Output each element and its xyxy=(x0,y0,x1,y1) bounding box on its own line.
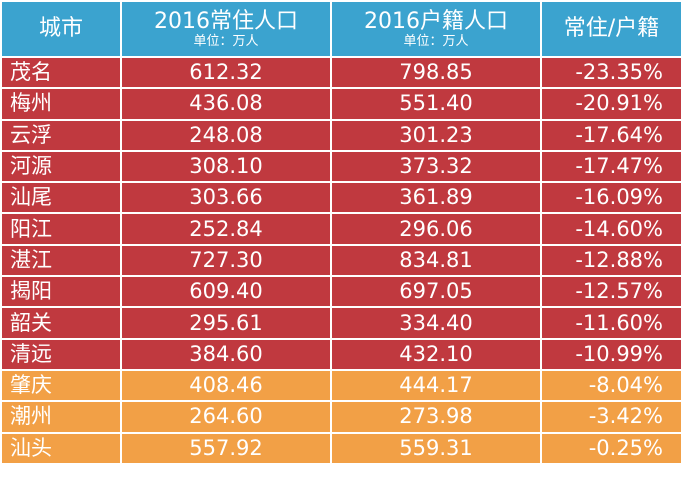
cell: 408.46 xyxy=(120,368,332,403)
header-title: 城市 xyxy=(38,16,83,41)
cell: -23.35% xyxy=(540,55,681,90)
header-row: 城市 2016常住人口 单位：万人 2016户籍人口 单位：万人 常住/户籍 xyxy=(0,0,681,58)
cell: 264.60 xyxy=(120,400,332,434)
cell: 727.30 xyxy=(120,243,332,278)
cell: 阳江 xyxy=(0,212,122,246)
cell: -12.88% xyxy=(540,243,681,278)
cell: 436.08 xyxy=(120,87,332,121)
table-row: 茂名 612.32 798.85 -23.35% xyxy=(0,55,681,90)
cell: 301.23 xyxy=(330,118,542,152)
cell: 373.32 xyxy=(330,149,542,184)
cell: 334.40 xyxy=(330,306,542,340)
header-title: 常住/户籍 xyxy=(563,16,660,41)
cell: 303.66 xyxy=(120,181,332,215)
cell: -14.60% xyxy=(540,212,681,246)
header-cell: 2016常住人口 单位：万人 xyxy=(120,0,332,58)
cell: -8.04% xyxy=(540,368,681,403)
cell: -17.47% xyxy=(540,149,681,184)
cell: 清远 xyxy=(0,337,122,371)
cell: -17.64% xyxy=(540,118,681,152)
table-row: 清远 384.60 432.10 -10.99% xyxy=(0,337,681,371)
cell: 273.98 xyxy=(330,400,542,434)
table-row: 揭阳 609.40 697.05 -12.57% xyxy=(0,275,681,309)
cell: 揭阳 xyxy=(0,275,122,309)
table-row: 阳江 252.84 296.06 -14.60% xyxy=(0,212,681,246)
cell: 汕头 xyxy=(0,431,122,465)
table-row: 潮州 264.60 273.98 -3.42% xyxy=(0,400,681,434)
cell: 湛江 xyxy=(0,243,122,278)
population-table: 城市 2016常住人口 单位：万人 2016户籍人口 单位：万人 常住/户籍 茂名 612.… xyxy=(0,0,681,465)
cell: 432.10 xyxy=(330,337,542,371)
cell: -11.60% xyxy=(540,306,681,340)
cell: 河源 xyxy=(0,149,122,184)
cell: 361.89 xyxy=(330,181,542,215)
table-row: 河源 308.10 373.32 -17.47% xyxy=(0,149,681,184)
cell: 559.31 xyxy=(330,431,542,465)
cell: 韶关 xyxy=(0,306,122,340)
cell: 汕尾 xyxy=(0,181,122,215)
table-row: 湛江 727.30 834.81 -12.88% xyxy=(0,243,681,278)
cell: -10.99% xyxy=(540,337,681,371)
header-cell: 常住/户籍 xyxy=(540,0,681,58)
header-cell: 2016户籍人口 单位：万人 xyxy=(330,0,542,58)
header-cell: 城市 xyxy=(0,0,122,58)
cell: 295.61 xyxy=(120,306,332,340)
cell: 557.92 xyxy=(120,431,332,465)
table-row: 肇庆 408.46 444.17 -8.04% xyxy=(0,368,681,403)
cell: 384.60 xyxy=(120,337,332,371)
table-row: 云浮 248.08 301.23 -17.64% xyxy=(0,118,681,152)
cell: 潮州 xyxy=(0,400,122,434)
table-row: 汕头 557.92 559.31 -0.25% xyxy=(0,431,681,465)
cell: 248.08 xyxy=(120,118,332,152)
header-title: 2016户籍人口 xyxy=(364,8,508,34)
cell: -12.57% xyxy=(540,275,681,309)
cell: 612.32 xyxy=(120,55,332,90)
cell: 308.10 xyxy=(120,149,332,184)
table-row: 梅州 436.08 551.40 -20.91% xyxy=(0,87,681,121)
table-row: 汕尾 303.66 361.89 -16.09% xyxy=(0,181,681,215)
cell: 609.40 xyxy=(120,275,332,309)
cell: -3.42% xyxy=(540,400,681,434)
header-unit: 单位：万人 xyxy=(193,33,259,49)
cell: 云浮 xyxy=(0,118,122,152)
cell: 697.05 xyxy=(330,275,542,309)
cell: 798.85 xyxy=(330,55,542,90)
cell: 肇庆 xyxy=(0,368,122,403)
cell: -0.25% xyxy=(540,431,681,465)
cell: -16.09% xyxy=(540,181,681,215)
cell: 834.81 xyxy=(330,243,542,278)
cell: 茂名 xyxy=(0,55,122,90)
cell: -20.91% xyxy=(540,87,681,121)
cell: 296.06 xyxy=(330,212,542,246)
cell: 444.17 xyxy=(330,368,542,403)
header-title: 2016常住人口 xyxy=(154,8,298,34)
table-body: 茂名 612.32 798.85 -23.35% 梅州 436.08 551.40 -20.9… xyxy=(0,55,681,465)
cell: 梅州 xyxy=(0,87,122,121)
table-row: 韶关 295.61 334.40 -11.60% xyxy=(0,306,681,340)
cell: 252.84 xyxy=(120,212,332,246)
header-unit: 单位：万人 xyxy=(403,33,469,49)
cell: 551.40 xyxy=(330,87,542,121)
